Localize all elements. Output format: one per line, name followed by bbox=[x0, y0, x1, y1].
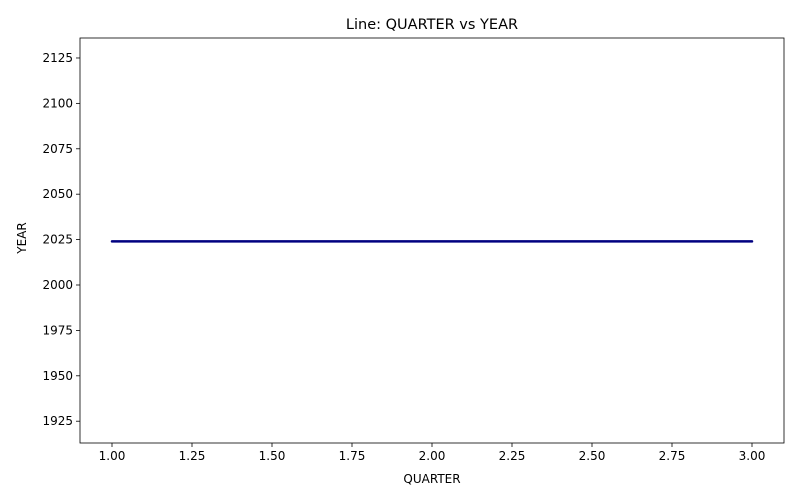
x-axis-label: QUARTER bbox=[403, 472, 460, 486]
x-tick-label: 2.00 bbox=[419, 449, 446, 463]
x-tick-label: 2.50 bbox=[579, 449, 606, 463]
x-tick-label: 1.25 bbox=[179, 449, 206, 463]
chart-title: Line: QUARTER vs YEAR bbox=[346, 17, 518, 33]
y-tick-label: 2000 bbox=[42, 278, 73, 292]
x-tick-label: 1.00 bbox=[99, 449, 126, 463]
x-tick-label: 2.25 bbox=[499, 449, 526, 463]
y-tick-label: 2100 bbox=[42, 96, 73, 110]
y-tick-label: 2125 bbox=[42, 51, 73, 65]
y-tick-label: 2075 bbox=[42, 142, 73, 156]
y-tick-label: 1975 bbox=[42, 323, 73, 337]
y-tick-label: 2050 bbox=[42, 187, 73, 201]
plot-area: 1.00 1.25 1.50 1.75 2.00 2.25 2.50 2.75 3.00 1925… bbox=[42, 37, 785, 463]
x-tick-label: 1.50 bbox=[259, 449, 286, 463]
x-tick-label: 1.75 bbox=[339, 449, 366, 463]
x-tick-label: 2.75 bbox=[659, 449, 686, 463]
x-tick-label: 3.00 bbox=[739, 449, 766, 463]
y-tick-label: 2025 bbox=[42, 233, 73, 247]
y-tick-label: 1925 bbox=[42, 414, 73, 428]
y-axis-label: YEAR bbox=[15, 222, 29, 254]
y-tick-label: 1950 bbox=[42, 369, 73, 383]
plot-frame bbox=[79, 37, 785, 444]
